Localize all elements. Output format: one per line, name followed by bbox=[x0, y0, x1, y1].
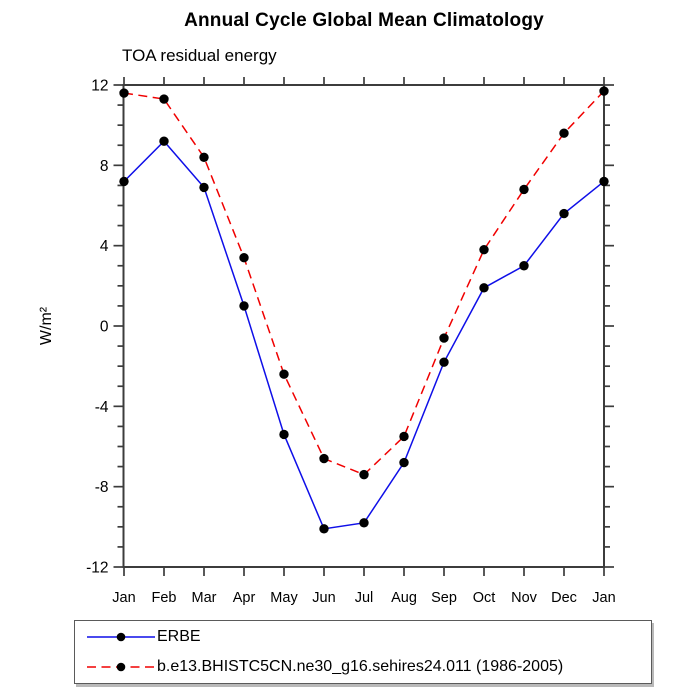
svg-text:Oct: Oct bbox=[473, 590, 496, 606]
svg-text:May: May bbox=[270, 590, 298, 606]
legend-item-erbe: ERBE bbox=[85, 624, 651, 650]
legend-line-model-icon bbox=[87, 662, 155, 672]
svg-text:0: 0 bbox=[100, 319, 109, 336]
svg-text:Jun: Jun bbox=[312, 590, 335, 606]
legend: ERBE b.e13.BHISTC5CN.ne30_g16.sehires24.… bbox=[74, 620, 652, 684]
svg-text:4: 4 bbox=[100, 238, 109, 255]
legend-label-model: b.e13.BHISTC5CN.ne30_g16.sehires24.011 (… bbox=[157, 658, 564, 675]
svg-text:8: 8 bbox=[100, 158, 109, 175]
svg-text:-8: -8 bbox=[95, 479, 109, 496]
chart-subtitle: TOA residual energy bbox=[122, 46, 277, 65]
svg-text:Mar: Mar bbox=[192, 590, 217, 606]
chart-title: Annual Cycle Global Mean Climatology bbox=[184, 10, 544, 31]
svg-text:-4: -4 bbox=[95, 399, 109, 416]
legend-item-model: b.e13.BHISTC5CN.ne30_g16.sehires24.011 (… bbox=[85, 654, 651, 680]
svg-text:Aug: Aug bbox=[391, 590, 417, 606]
svg-text:Jan: Jan bbox=[112, 590, 135, 606]
svg-text:12: 12 bbox=[91, 78, 108, 95]
svg-text:Jan: Jan bbox=[592, 590, 615, 606]
svg-text:Nov: Nov bbox=[511, 590, 538, 606]
svg-text:Feb: Feb bbox=[152, 590, 177, 606]
svg-text:-12: -12 bbox=[86, 560, 108, 577]
svg-text:Sep: Sep bbox=[431, 590, 457, 606]
svg-text:Apr: Apr bbox=[233, 590, 256, 606]
svg-text:Dec: Dec bbox=[551, 590, 577, 606]
legend-line-erbe-icon bbox=[87, 632, 155, 642]
legend-label-erbe: ERBE bbox=[157, 628, 201, 645]
svg-text:Jul: Jul bbox=[355, 590, 374, 606]
